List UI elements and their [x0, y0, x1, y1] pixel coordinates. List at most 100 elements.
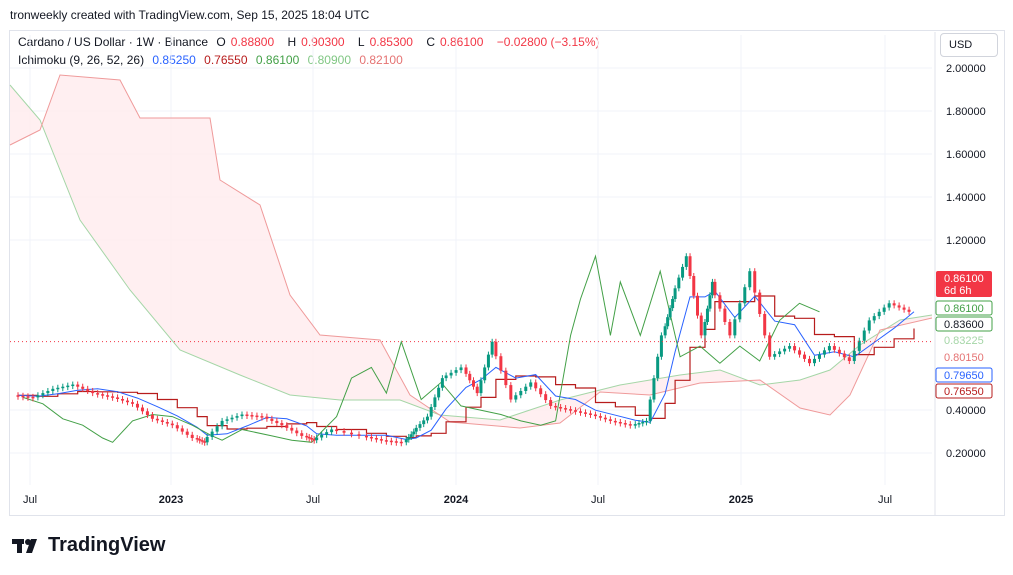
- price-tag-label: 0.86100: [944, 303, 984, 315]
- candle-body: [479, 380, 483, 394]
- candle-body: [295, 430, 299, 434]
- candle-body: [644, 420, 648, 423]
- candle-body: [519, 390, 523, 396]
- candle-body: [677, 277, 681, 289]
- price-tag-box: [935, 367, 993, 383]
- y-tick-label: 1.80000: [946, 106, 986, 118]
- candle-body: [260, 416, 264, 418]
- candle-body: [126, 400, 130, 403]
- x-tick-label: 2023: [159, 494, 183, 506]
- ichimoku-cloud: [10, 75, 932, 428]
- candle-body: [803, 354, 807, 359]
- candle-body: [180, 428, 184, 432]
- kijun-base-line: [18, 295, 915, 439]
- candle-body: [681, 266, 685, 278]
- x-tick-label: Jul: [306, 494, 320, 506]
- candle-body: [812, 358, 816, 364]
- candle-body: [150, 415, 154, 419]
- x-tick-label: Jul: [591, 494, 605, 506]
- candle-body: [684, 256, 688, 267]
- candle-body: [608, 419, 612, 421]
- candle-body: [315, 437, 319, 441]
- candle-body: [330, 429, 334, 433]
- price-tag-box: [936, 333, 992, 347]
- candle-body: [793, 346, 797, 351]
- candle-body: [499, 356, 503, 371]
- candle-body: [832, 346, 836, 350]
- candle-body: [529, 382, 533, 387]
- price-tag-label: 0.76550: [944, 386, 984, 398]
- candle-body: [827, 346, 831, 351]
- candle-body: [705, 308, 709, 322]
- candle-body: [61, 386, 65, 389]
- candle-body: [175, 425, 179, 429]
- candle-body: [637, 423, 641, 425]
- candle-body: [788, 346, 792, 349]
- price-tag-label: 0.83600: [944, 319, 984, 331]
- candle-body: [404, 439, 408, 443]
- candle-body: [433, 397, 437, 408]
- candle-body: [215, 426, 219, 432]
- candle-body: [652, 378, 656, 400]
- candle-body: [91, 390, 95, 394]
- price-tag-box: [936, 271, 992, 297]
- candle-body: [230, 417, 234, 420]
- candle-body: [36, 395, 40, 398]
- candle-body: [748, 271, 752, 288]
- ichimoku-legend: Ichimoku (9, 26, 52, 26) 0.85250 0.76550…: [18, 53, 408, 67]
- candle-body: [641, 421, 645, 424]
- candle-body: [305, 435, 309, 438]
- candle-body: [235, 416, 239, 418]
- candle-body: [808, 358, 812, 364]
- price-tag-box: [935, 300, 993, 316]
- candle-body: [778, 351, 782, 355]
- candle-body: [897, 305, 901, 308]
- y-tick-label: 1.40000: [946, 192, 986, 204]
- candle-body: [265, 416, 269, 419]
- candle-body: [200, 440, 204, 442]
- candle-body: [882, 307, 886, 312]
- candle-body: [198, 439, 202, 441]
- candle-body: [773, 354, 777, 357]
- candle-body: [312, 439, 316, 441]
- candle-body: [554, 405, 558, 408]
- candle-body: [817, 354, 821, 359]
- candle-body: [155, 418, 159, 421]
- high-value: H 0.90300: [287, 35, 345, 49]
- candle-body: [135, 403, 139, 408]
- candle-body: [16, 395, 20, 397]
- candle-body: [902, 307, 906, 310]
- candle-body: [656, 356, 660, 379]
- y-tick-label: 0.20000: [946, 448, 986, 460]
- candle-body: [409, 434, 413, 437]
- candle-body: [728, 321, 732, 336]
- candle-body: [384, 440, 388, 442]
- candle-body: [514, 395, 518, 400]
- candle-body: [454, 370, 458, 373]
- tradingview-logo[interactable]: TradingView: [12, 534, 165, 557]
- candle-body: [703, 321, 707, 336]
- x-tick-label: Jul: [878, 494, 892, 506]
- open-value: O 0.88800: [216, 35, 275, 49]
- change-value: −0.02800 (−3.15%): [496, 35, 600, 49]
- candle-body: [648, 399, 652, 421]
- candle-body: [185, 431, 189, 435]
- candle-body: [220, 420, 224, 427]
- candle-body: [26, 396, 30, 398]
- candle-body: [822, 350, 826, 355]
- candle-body: [593, 414, 597, 417]
- candle-body: [598, 416, 602, 418]
- candle-body: [195, 438, 199, 440]
- candle-body: [170, 423, 174, 426]
- candle-body: [389, 440, 393, 443]
- candle-body: [350, 432, 354, 435]
- candle-body: [574, 410, 578, 412]
- candle-body: [708, 295, 712, 309]
- price-tag-box: [936, 350, 992, 364]
- candle-body: [862, 330, 866, 341]
- candle-body: [407, 436, 411, 440]
- currency-button[interactable]: USD: [940, 33, 998, 57]
- candle-body: [907, 309, 911, 312]
- candle-body: [41, 393, 45, 396]
